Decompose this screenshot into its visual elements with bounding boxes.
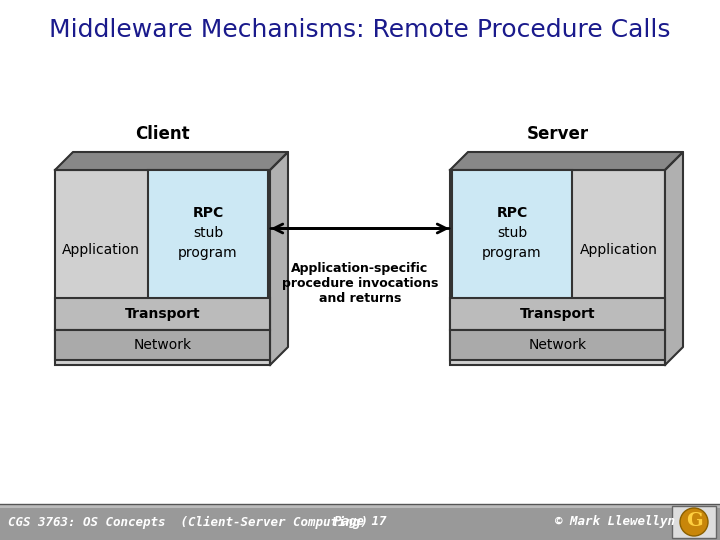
Text: © Mark Llewellyn: © Mark Llewellyn	[555, 516, 675, 529]
Text: Application: Application	[580, 243, 658, 257]
Bar	[450, 330, 665, 360]
Bar	[0, 504, 720, 508]
Text: Transport: Transport	[125, 307, 200, 321]
Bar	[55, 170, 270, 365]
Bar	[450, 298, 665, 330]
Text: CGS 3763: OS Concepts  (Client-Server Computing): CGS 3763: OS Concepts (Client-Server Com…	[8, 516, 368, 529]
Circle shape	[680, 508, 708, 536]
Text: program: program	[482, 246, 542, 260]
Bar	[672, 506, 716, 538]
Bar	[55, 298, 270, 330]
Text: Client: Client	[135, 125, 190, 143]
Text: stub: stub	[497, 226, 527, 240]
Text: program: program	[178, 246, 238, 260]
Polygon shape	[450, 152, 683, 170]
Text: stub: stub	[193, 226, 223, 240]
Text: Transport: Transport	[520, 307, 595, 321]
Bar	[452, 170, 572, 300]
Text: RPC: RPC	[192, 206, 224, 220]
Text: Network: Network	[528, 338, 587, 352]
Polygon shape	[665, 152, 683, 365]
Text: Middleware Mechanisms: Remote Procedure Calls: Middleware Mechanisms: Remote Procedure …	[49, 18, 671, 42]
Bar	[148, 170, 268, 300]
Polygon shape	[55, 152, 288, 170]
Polygon shape	[270, 152, 288, 365]
Text: Network: Network	[133, 338, 192, 352]
Bar	[450, 170, 665, 365]
Text: G: G	[685, 512, 702, 530]
Text: Application-specific
procedure invocations
and returns: Application-specific procedure invocatio…	[282, 262, 438, 305]
Text: Application: Application	[62, 243, 140, 257]
Text: Server: Server	[526, 125, 588, 143]
Text: RPC: RPC	[496, 206, 528, 220]
Text: Page 17: Page 17	[334, 516, 386, 529]
Bar	[55, 330, 270, 360]
Bar	[0, 504, 720, 540]
